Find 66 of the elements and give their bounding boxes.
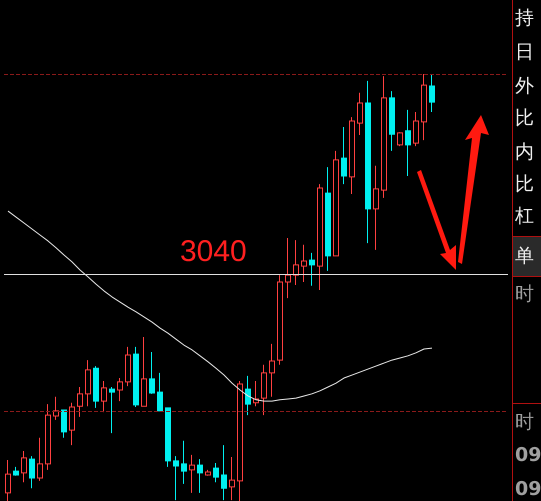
text: 持 bbox=[515, 7, 534, 29]
candlestick bbox=[45, 404, 51, 470]
candlestick bbox=[229, 456, 235, 501]
candlestick bbox=[261, 364, 267, 416]
candlestick bbox=[341, 126, 347, 185]
candlestick bbox=[245, 375, 251, 416]
candlestick bbox=[37, 437, 43, 482]
candlestick bbox=[69, 402, 75, 446]
candlestick bbox=[197, 458, 203, 494]
candlestick bbox=[125, 346, 131, 387]
candlestick bbox=[5, 460, 11, 501]
candlestick bbox=[285, 237, 291, 299]
text: 杠 bbox=[515, 205, 534, 227]
candlestick bbox=[141, 336, 147, 407]
candlestick bbox=[165, 407, 171, 468]
candlestick bbox=[101, 380, 107, 413]
candlestick bbox=[365, 80, 371, 244]
candlestick bbox=[429, 74, 435, 113]
candlestick bbox=[173, 456, 179, 501]
text: 日 bbox=[515, 41, 534, 63]
text: 09 bbox=[515, 444, 541, 466]
candlestick bbox=[85, 360, 91, 407]
text: 单 bbox=[515, 245, 534, 267]
candlestick bbox=[221, 444, 227, 501]
candlestick bbox=[269, 343, 275, 398]
candlestick bbox=[205, 469, 211, 476]
candlestick bbox=[397, 132, 403, 147]
candlestick bbox=[421, 74, 427, 141]
candlestick bbox=[413, 112, 419, 147]
candlestick bbox=[349, 116, 355, 194]
candlestick bbox=[117, 378, 123, 402]
candlestick bbox=[381, 76, 387, 198]
candlestick bbox=[373, 165, 379, 250]
candlestick bbox=[333, 150, 339, 256]
candlestick bbox=[389, 90, 395, 152]
candlestick bbox=[237, 380, 243, 501]
candlestick bbox=[181, 440, 187, 484]
candlestick bbox=[61, 410, 67, 438]
annotation: 3040 bbox=[180, 235, 247, 268]
candlestick bbox=[357, 92, 363, 136]
candlestick bbox=[77, 386, 83, 418]
candlestick bbox=[149, 351, 155, 394]
candlestick bbox=[133, 346, 139, 408]
candlestick bbox=[53, 396, 59, 420]
text: 时 bbox=[515, 283, 534, 305]
candlestick bbox=[189, 454, 195, 494]
candlestick bbox=[29, 456, 35, 489]
candlestick bbox=[13, 466, 19, 476]
text: 时 bbox=[515, 411, 534, 433]
text: 内 bbox=[515, 141, 534, 163]
candlestick bbox=[309, 252, 315, 286]
candlestick bbox=[405, 109, 411, 177]
text: 09 bbox=[515, 478, 541, 500]
candlestick bbox=[93, 366, 99, 408]
candlestick bbox=[301, 244, 307, 282]
candlestick bbox=[277, 274, 283, 366]
candlestick bbox=[317, 184, 323, 291]
candlestick bbox=[213, 462, 219, 483]
candlestick bbox=[109, 386, 115, 434]
text: 比 bbox=[515, 107, 534, 129]
text: 外 bbox=[515, 75, 534, 97]
candlestick bbox=[157, 372, 163, 412]
text: 比 bbox=[515, 173, 534, 195]
candlestick bbox=[325, 166, 331, 272]
candlestick bbox=[293, 240, 299, 286]
candlestick bbox=[21, 450, 27, 483]
